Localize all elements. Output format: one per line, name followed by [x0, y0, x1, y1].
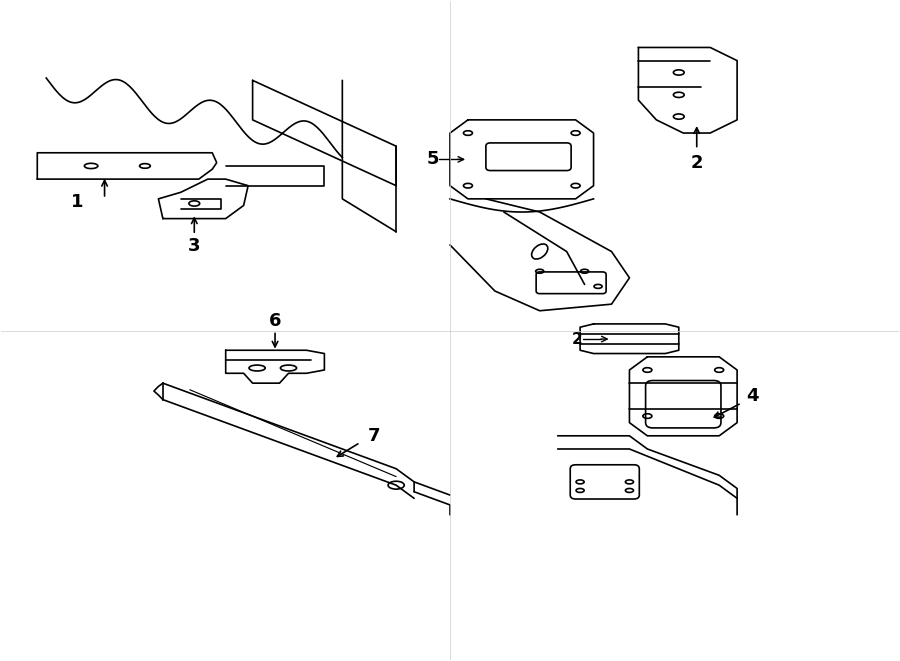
- Text: 2: 2: [690, 153, 703, 172]
- Text: 7: 7: [367, 427, 380, 445]
- Text: 3: 3: [188, 237, 201, 255]
- Text: 1: 1: [71, 193, 84, 211]
- Text: 4: 4: [746, 387, 759, 405]
- Text: 6: 6: [269, 311, 282, 330]
- Text: 5: 5: [427, 150, 439, 169]
- Text: 2: 2: [572, 332, 583, 346]
